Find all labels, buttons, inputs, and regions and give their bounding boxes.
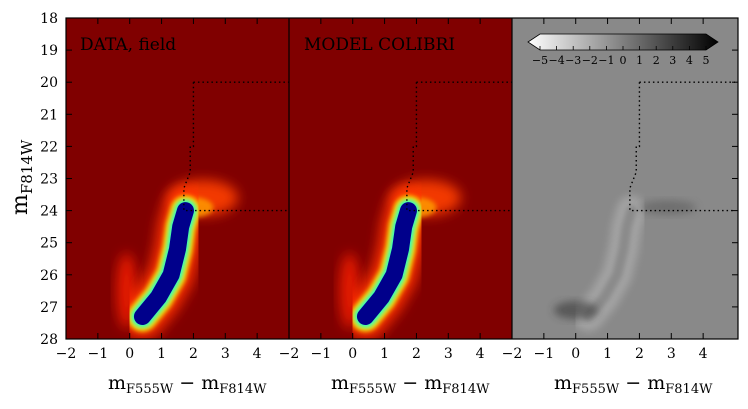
colorbar-tick-label: 4 (686, 54, 693, 67)
panel-data: DATA, field (66, 18, 289, 339)
y-tick-label: 20 (40, 75, 58, 91)
panel-data-density (116, 179, 238, 339)
x-axis-label-part: m (331, 372, 349, 394)
x-tick-label: 1 (380, 346, 389, 362)
selection-box-side (629, 82, 735, 212)
x-tick-label: 2 (189, 346, 198, 362)
y-tick-label: 18 (40, 11, 58, 27)
selection-boxes (183, 81, 735, 212)
density-core (133, 202, 194, 326)
residual-upper-blob (640, 200, 697, 215)
y-tick-label: 19 (40, 43, 58, 59)
y-tick-label: 27 (40, 300, 58, 316)
x-axis-label-2: mF555W − mF814W (331, 372, 490, 397)
svg-text:mF814W: mF814W (8, 139, 36, 215)
x-axis-label-3: mF555W − mF814W (554, 372, 713, 397)
y-tick-label: 25 (40, 236, 58, 252)
x-tick-label: 2 (412, 346, 421, 362)
x-tick-label: −2 (279, 346, 300, 362)
residual-dark-blob (553, 301, 598, 320)
x-tick-label: 4 (253, 346, 262, 362)
x-tick-label: 3 (667, 346, 676, 362)
panel-residual: −5 −4 −3 −2 −1 0 1 2 3 4 5 (512, 18, 738, 339)
colorbar-tick-label: −5 (532, 54, 548, 67)
y-axis-label-main: m (8, 194, 33, 215)
selection-box-side (183, 82, 289, 212)
selection-box-side (406, 82, 512, 212)
x-tick-label: 0 (348, 346, 357, 362)
x-axis-label-part: − (173, 372, 201, 394)
x-axis-label-part: m (647, 372, 665, 394)
x-axis-label-part: m (201, 372, 219, 394)
y-tick-label: 22 (40, 139, 58, 155)
panel-model-title: MODEL COLIBRI (304, 35, 455, 55)
x-tick-label: 1 (157, 346, 166, 362)
x-axis-label-text: mF555W − mF814W (331, 372, 490, 397)
x-tick-label: 3 (221, 346, 230, 362)
x-axis-label-part: m (424, 372, 442, 394)
x-axis-label-part: F814W (665, 382, 713, 397)
x-axis-label-1: mF555W − mF814W (108, 372, 267, 397)
x-tick-label: −1 (311, 346, 332, 362)
colorbar-tick-label: 3 (669, 54, 676, 67)
x-axis-label-text: mF555W − mF814W (108, 372, 267, 397)
panel-residual-map (553, 195, 697, 332)
x-axis-label-part: F814W (219, 382, 267, 397)
panel-data-title: DATA, field (80, 35, 176, 55)
x-tick-label: −1 (534, 346, 555, 362)
colorbar: −5 −4 −3 −2 −1 0 1 2 3 4 5 (527, 33, 719, 67)
x-tick-label: 0 (571, 346, 580, 362)
colorbar-tick-label: 0 (620, 54, 627, 67)
density-core (356, 202, 417, 326)
x-tick-label: 2 (635, 346, 644, 362)
x-axis-label-part: F555W (349, 382, 397, 397)
x-axis-label-text: mF555W − mF814W (554, 372, 713, 397)
x-tick-label: 4 (476, 346, 485, 362)
x-tick-label: 4 (699, 346, 708, 362)
x-axis-label-part: − (396, 372, 424, 394)
x-axis-label-part: F814W (442, 382, 490, 397)
x-axis-label-part: m (554, 372, 572, 394)
colorbar-tick-label: 5 (703, 54, 710, 67)
x-tick-label: 1 (603, 346, 612, 362)
colorbar-tick-label: −2 (582, 54, 598, 67)
y-axis-label: mF814W (8, 139, 36, 215)
y-tick-label: 28 (40, 332, 58, 348)
residual-ridge-dark (583, 205, 637, 322)
colorbar-tick-label: −1 (598, 54, 614, 67)
y-tick-label: 23 (40, 172, 58, 188)
x-tick-label: −2 (56, 346, 77, 362)
colorbar-tick-label: −3 (565, 54, 581, 67)
y-tick-label: 24 (40, 204, 58, 220)
x-axis-label-part: F555W (126, 382, 174, 397)
y-axis-label-sub: F814W (18, 139, 36, 194)
x-axis-label-part: F555W (572, 382, 620, 397)
colorbar-tick-label: −4 (548, 54, 564, 67)
x-tick-label: −2 (502, 346, 523, 362)
colorbar-ticks: −5 −4 −3 −2 −1 0 1 2 3 4 5 (532, 46, 710, 67)
colorbar-tick-label: 2 (653, 54, 660, 67)
x-tick-label: 3 (444, 346, 453, 362)
x-tick-label: −1 (88, 346, 109, 362)
colorbar-tick-label: 1 (636, 54, 643, 67)
x-axis-label-part: − (619, 372, 647, 394)
y-tick-label: 26 (40, 268, 58, 284)
y-tick-label: 21 (40, 107, 58, 123)
panel-model: MODEL COLIBRI (289, 18, 512, 339)
panel-model-density (339, 179, 461, 339)
x-axis-label-part: m (108, 372, 126, 394)
x-tick-label: 0 (125, 346, 134, 362)
